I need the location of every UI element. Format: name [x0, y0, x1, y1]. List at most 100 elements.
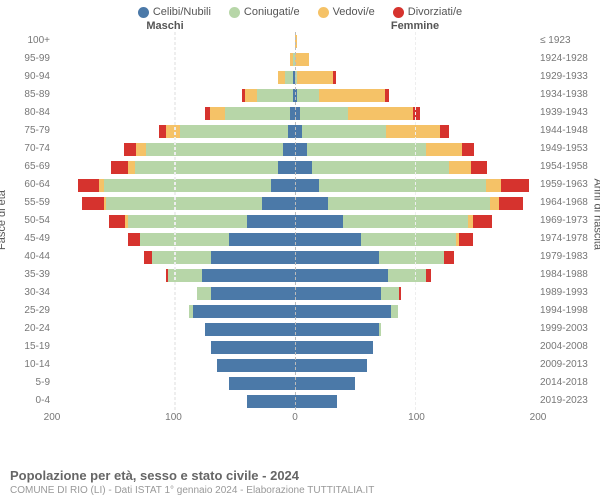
age-label: 85-89	[4, 86, 50, 104]
bar-segment	[180, 124, 288, 139]
bar-segment	[295, 322, 379, 337]
bar-segment	[471, 160, 488, 175]
bar-segment	[159, 124, 166, 139]
bar-segment	[152, 250, 212, 265]
birth-labels: ≤ 19231924-19281929-19331934-19381939-19…	[534, 32, 596, 410]
bar-segment	[211, 286, 295, 301]
bar-segment	[278, 160, 295, 175]
bar-segment	[426, 142, 462, 157]
bar-segment	[211, 340, 295, 355]
birth-label: 1999-2003	[540, 320, 596, 338]
birth-label: 2004-2008	[540, 338, 596, 356]
bar-segment	[385, 88, 390, 103]
bar-segment	[295, 304, 391, 319]
legend-item: Vedovi/e	[318, 6, 375, 18]
bar-row	[56, 356, 295, 374]
bar-segment	[193, 304, 295, 319]
birth-label: 1969-1973	[540, 212, 596, 230]
gender-header: Maschi Femmine	[0, 20, 600, 32]
age-label: 70-74	[4, 140, 50, 158]
bar-segment	[285, 70, 292, 85]
gridline	[174, 32, 176, 410]
plot-area	[56, 32, 534, 410]
legend-swatch	[318, 7, 329, 18]
bar-segment	[444, 250, 454, 265]
bar-segment	[111, 160, 128, 175]
bar-segment	[386, 124, 440, 139]
birth-label: 1964-1968	[540, 194, 596, 212]
bar-segment	[295, 376, 355, 391]
birth-label: 1929-1933	[540, 68, 596, 86]
bar-segment	[379, 322, 381, 337]
legend-label: Divorziati/e	[408, 6, 462, 18]
birth-label: 1934-1938	[540, 86, 596, 104]
x-tick: 200	[530, 412, 547, 423]
bar-segment	[144, 250, 151, 265]
bar-segment	[245, 88, 257, 103]
bar-segment	[295, 358, 367, 373]
birth-label: 1924-1928	[540, 50, 596, 68]
chart: 100+95-9990-9485-8980-8475-7970-7465-696…	[0, 32, 600, 410]
bar-segment	[295, 340, 373, 355]
legend-swatch	[138, 7, 149, 18]
bar-segment	[297, 70, 333, 85]
chart-title: Popolazione per età, sesso e stato civil…	[10, 468, 590, 483]
bar-segment	[295, 124, 302, 139]
age-label: 95-99	[4, 50, 50, 68]
bar-segment	[197, 286, 211, 301]
age-label: 50-54	[4, 212, 50, 230]
age-label: 20-24	[4, 320, 50, 338]
x-tick: 100	[408, 412, 425, 423]
y-axis-left-title: Fasce di età	[0, 190, 8, 250]
y-axis-right-title: Anni di nascita	[592, 178, 600, 250]
birth-label: 2009-2013	[540, 356, 596, 374]
bar-segment	[312, 160, 449, 175]
bar-segment	[109, 214, 126, 229]
bar-segment	[210, 106, 224, 121]
x-tick: 200	[44, 412, 61, 423]
birth-label: 2019-2023	[540, 392, 596, 410]
bar-segment	[271, 178, 295, 193]
birth-label: 1984-1988	[540, 266, 596, 284]
age-label: 60-64	[4, 176, 50, 194]
bar-row	[56, 32, 295, 50]
bar-segment	[295, 142, 307, 157]
birth-label: 1949-1953	[540, 140, 596, 158]
bar-row	[56, 374, 295, 392]
female-half	[295, 32, 534, 410]
bar-segment	[278, 70, 285, 85]
age-label: 45-49	[4, 230, 50, 248]
bar-segment	[288, 124, 295, 139]
bar-row	[56, 158, 295, 176]
birth-label: 1944-1948	[540, 122, 596, 140]
bar-segment	[106, 196, 261, 211]
bar-segment	[104, 178, 271, 193]
age-label: 5-9	[4, 374, 50, 392]
bar-segment	[229, 232, 295, 247]
bar-row	[56, 230, 295, 248]
bar-row	[56, 176, 295, 194]
bar-row	[56, 338, 295, 356]
legend-label: Celibi/Nubili	[153, 6, 211, 18]
bar-segment	[146, 142, 283, 157]
bar-segment	[302, 124, 386, 139]
bar-segment	[136, 142, 146, 157]
age-label: 10-14	[4, 356, 50, 374]
birth-label: 1959-1963	[540, 176, 596, 194]
x-axis: 2001000100200	[0, 410, 600, 430]
birth-label: 1989-1993	[540, 284, 596, 302]
age-labels: 100+95-9990-9485-8980-8475-7970-7465-696…	[4, 32, 56, 410]
bar-segment	[449, 160, 471, 175]
age-label: 65-69	[4, 158, 50, 176]
legend: Celibi/NubiliConiugati/eVedovi/eDivorzia…	[0, 0, 600, 20]
bar-row	[56, 392, 295, 410]
bar-segment	[300, 106, 348, 121]
bar-segment	[202, 268, 295, 283]
bar-row	[56, 122, 295, 140]
legend-swatch	[393, 7, 404, 18]
birth-label: 1974-1978	[540, 230, 596, 248]
bar-segment	[295, 214, 343, 229]
bar-segment	[205, 322, 295, 337]
bar-segment	[128, 160, 135, 175]
bar-segment	[295, 250, 379, 265]
